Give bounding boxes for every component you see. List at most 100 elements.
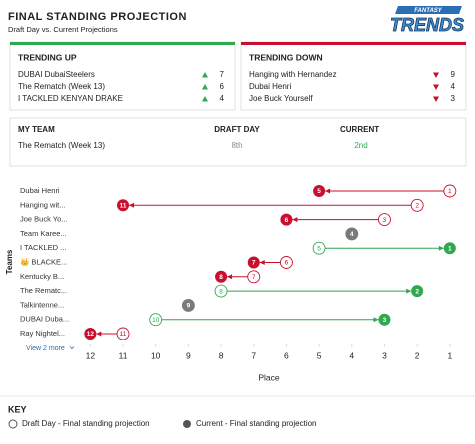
plot: Dubai Henri 1 5 Hanging wit... 2 11 Joe Buck Y… (20, 184, 457, 340)
page-title: FINAL STANDING PROJECTION (8, 11, 187, 23)
current-marker (345, 227, 358, 240)
my-team-card (9, 117, 467, 167)
card-accent (241, 42, 466, 45)
arrowhead (96, 331, 102, 337)
draft-label: 11 (120, 331, 127, 338)
draft-marker (279, 256, 293, 269)
current-label: 4 (350, 231, 354, 238)
page-subtitle: Draft Day vs. Current Projections (8, 25, 118, 34)
key-draft-icon (8, 419, 18, 429)
my-team-header: MY TEAM (18, 125, 55, 134)
arrowhead (325, 188, 331, 194)
arrowhead (438, 245, 444, 251)
arrowhead (373, 317, 379, 323)
current-label: 6 (285, 217, 289, 224)
draft-marker (116, 327, 130, 340)
y-tick-label: Team Karee... (20, 229, 67, 238)
current-label: 12 (87, 331, 95, 338)
y-tick-label: 👑 BLACKE... (20, 257, 67, 266)
trend-arrow (202, 84, 208, 90)
current-marker (280, 213, 293, 226)
trend-change: 4 (220, 94, 225, 103)
current-label: 9 (187, 303, 191, 310)
arrowhead (292, 217, 298, 223)
current-label: 5 (317, 188, 321, 195)
x-tick-label: 5 (317, 350, 322, 360)
arrowhead (259, 260, 265, 265)
x-tick-label: 10 (151, 350, 161, 360)
current-marker (117, 199, 130, 212)
current-marker (378, 313, 391, 326)
trending-down-card (240, 41, 467, 111)
trend-change: 4 (451, 82, 456, 91)
trend-change: 3 (451, 94, 456, 103)
draft-marker (410, 198, 424, 212)
x-tick-label: 2 (415, 350, 420, 360)
y-tick-label: DUBAI Duba... (20, 315, 69, 324)
x-tick-label: 6 (284, 350, 289, 360)
draft-label: 2 (415, 203, 419, 210)
x-axis-label: Place (258, 372, 280, 382)
current-header: CURRENT (340, 125, 379, 134)
arrowhead (129, 202, 135, 208)
current-label: 11 (120, 203, 127, 210)
trend-arrow (433, 72, 439, 78)
y-tick-label: I TACKLED ... (20, 243, 66, 252)
draft-marker (312, 241, 326, 255)
card-title: TRENDING UP (18, 52, 77, 62)
logo-main: TRENDS (390, 15, 464, 35)
my-team-name: The Rematch (Week 13) (18, 141, 105, 150)
current-label: 1 (448, 245, 452, 252)
x-tick-label: 3 (382, 350, 387, 360)
trend-arrow (202, 72, 208, 78)
y-tick-label: Hanging wit... (20, 200, 65, 209)
trend-team: I TACKLED KENYAN DRAKE (18, 94, 123, 103)
y-tick-label: Ray Nightel... (20, 329, 65, 338)
trend-team: Hanging with Hernandez (249, 70, 337, 79)
draft-marker (443, 184, 457, 198)
trend-team: DUBAI DubaiSteelers (18, 70, 95, 79)
trend-change: 9 (451, 70, 456, 79)
x-tick-label: 12 (86, 350, 96, 360)
current-label: 8 (219, 274, 223, 281)
logo-top: FANTASY (414, 8, 443, 14)
trend-team: The Rematch (Week 13) (18, 82, 105, 91)
arrowhead (227, 274, 233, 280)
arrowhead (406, 288, 412, 294)
view-more-chevron[interactable] (69, 346, 75, 350)
current-marker (182, 299, 195, 312)
x-tick-label: 1 (447, 350, 452, 360)
trend-arrow (202, 96, 208, 102)
logo-bar (395, 6, 462, 14)
my-team-draft: 8th (231, 141, 242, 150)
view-more-link[interactable]: View 2 more (26, 345, 65, 352)
key-current-icon (183, 420, 191, 428)
trending-up-card (9, 41, 236, 111)
draft-day-header: DRAFT DAY (214, 125, 260, 134)
card-accent (10, 42, 235, 45)
x-tick-label: 8 (219, 350, 224, 360)
trend-change: 6 (220, 82, 225, 91)
current-marker (215, 270, 228, 283)
current-marker (411, 285, 424, 298)
x-tick-label: 7 (251, 350, 256, 360)
x-tick-label: 4 (349, 350, 354, 360)
my-team-current: 2nd (354, 141, 367, 150)
draft-marker (214, 284, 228, 298)
y-tick-label: Dubai Henri (20, 186, 60, 195)
draft-marker (378, 213, 391, 227)
current-marker (313, 185, 326, 197)
draft-label: 1 (448, 188, 452, 195)
x-tick-label: 9 (186, 350, 191, 360)
y-tick-label: Kentucky B... (20, 272, 64, 281)
current-label: 2 (415, 288, 419, 295)
draft-label: 3 (383, 217, 387, 224)
y-tick-label: Talkintenne... (20, 300, 64, 309)
current-marker (84, 328, 97, 340)
draft-label: 8 (219, 288, 223, 295)
current-label: 3 (383, 317, 387, 324)
card-title: TRENDING DOWN (249, 52, 323, 62)
x-tick-label: 11 (119, 350, 128, 360)
current-marker (443, 242, 456, 255)
trend-team: Joe Buck Yourself (249, 94, 313, 103)
